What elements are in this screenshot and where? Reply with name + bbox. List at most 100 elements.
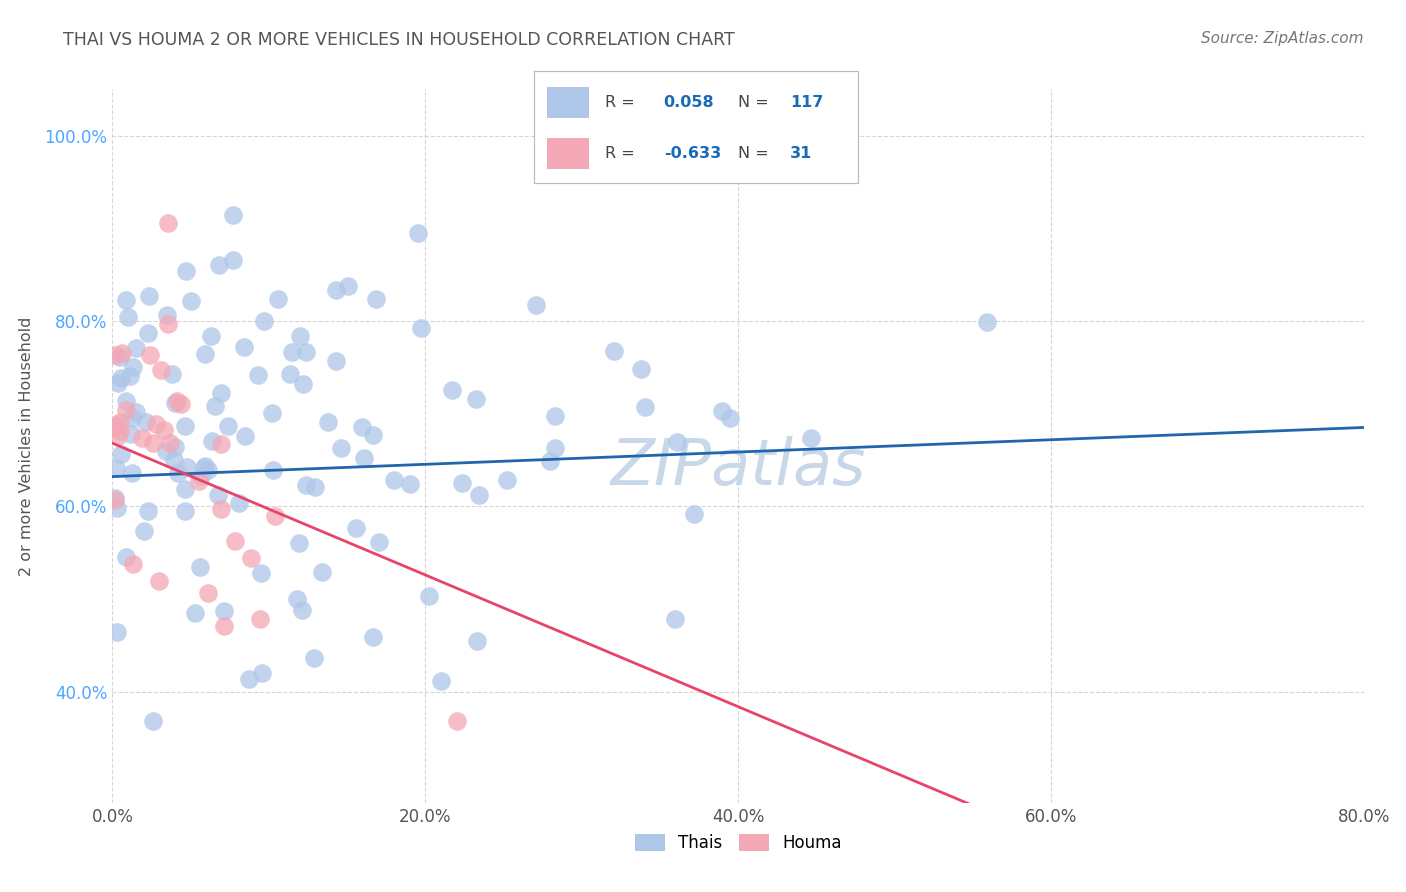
Point <box>262 406 284 420</box>
Point <box>249 612 271 626</box>
Point <box>176 460 198 475</box>
Point <box>634 400 657 414</box>
Point <box>115 293 138 307</box>
Point <box>197 463 219 477</box>
Point <box>104 418 127 433</box>
Point <box>163 441 186 455</box>
Text: 0.058: 0.058 <box>664 95 714 110</box>
Point <box>418 589 440 603</box>
Point <box>544 409 567 424</box>
Point <box>976 314 998 328</box>
Point <box>325 283 347 297</box>
Point <box>538 454 561 468</box>
Point <box>145 417 167 432</box>
Point <box>468 488 491 502</box>
Point <box>104 493 127 508</box>
Text: R =: R = <box>606 146 636 161</box>
Point <box>173 482 195 496</box>
Point <box>278 367 301 381</box>
Point <box>135 415 157 429</box>
Point <box>104 491 127 506</box>
Text: ZIPatlas: ZIPatlas <box>610 436 866 499</box>
Point <box>120 426 142 441</box>
Point <box>194 347 217 361</box>
Point <box>430 674 453 689</box>
Point <box>170 397 193 411</box>
Point <box>285 592 308 607</box>
Point <box>209 436 232 450</box>
Point <box>208 258 231 272</box>
Point <box>249 566 271 581</box>
Point <box>159 436 181 450</box>
Point <box>367 535 389 549</box>
Point <box>107 376 129 390</box>
Point <box>253 314 276 328</box>
Point <box>173 504 195 518</box>
Point <box>316 415 339 429</box>
Point <box>201 434 224 448</box>
Point <box>711 404 734 418</box>
Point <box>194 459 217 474</box>
Point <box>495 473 517 487</box>
Point <box>209 501 232 516</box>
Point <box>247 368 270 382</box>
Point <box>291 603 314 617</box>
Point <box>526 298 548 312</box>
Text: N =: N = <box>738 146 769 161</box>
Point <box>411 321 433 335</box>
Point <box>134 524 156 539</box>
FancyBboxPatch shape <box>547 87 589 119</box>
Point <box>139 348 162 362</box>
Point <box>264 509 287 524</box>
Point <box>304 651 326 665</box>
Text: -0.633: -0.633 <box>664 146 721 161</box>
Point <box>718 411 741 425</box>
Point <box>104 460 127 475</box>
Point <box>630 361 652 376</box>
Point <box>212 604 235 618</box>
Point <box>163 395 186 409</box>
Point <box>440 384 463 398</box>
Point <box>131 431 153 445</box>
Point <box>155 308 177 322</box>
Point <box>120 369 142 384</box>
Point <box>361 427 384 442</box>
Point <box>406 226 429 240</box>
Point <box>232 340 254 354</box>
Point <box>136 504 159 518</box>
Point <box>304 480 326 494</box>
Point <box>228 496 250 510</box>
Point <box>138 288 160 302</box>
Point <box>325 354 347 368</box>
Point <box>105 500 128 515</box>
Point <box>209 385 232 400</box>
Point <box>124 405 146 419</box>
Point <box>366 292 388 306</box>
Point <box>155 443 177 458</box>
Text: R =: R = <box>606 95 636 110</box>
Point <box>353 451 375 466</box>
Point <box>156 216 179 230</box>
FancyBboxPatch shape <box>547 138 589 169</box>
Point <box>110 416 132 430</box>
Point <box>363 630 385 644</box>
Point <box>446 714 468 729</box>
Point <box>267 292 290 306</box>
Point <box>173 419 195 434</box>
Point <box>329 441 352 455</box>
Point <box>188 560 211 574</box>
Point <box>142 436 165 450</box>
Point <box>180 293 202 308</box>
Point <box>122 557 145 571</box>
Point <box>166 394 188 409</box>
Point <box>664 612 686 626</box>
Point <box>399 477 422 491</box>
Point <box>110 447 132 461</box>
Point <box>666 435 689 450</box>
Point <box>239 551 262 566</box>
Point <box>166 466 188 480</box>
Point <box>683 507 706 521</box>
Point <box>288 328 311 343</box>
Point <box>156 318 179 332</box>
Point <box>110 371 132 385</box>
